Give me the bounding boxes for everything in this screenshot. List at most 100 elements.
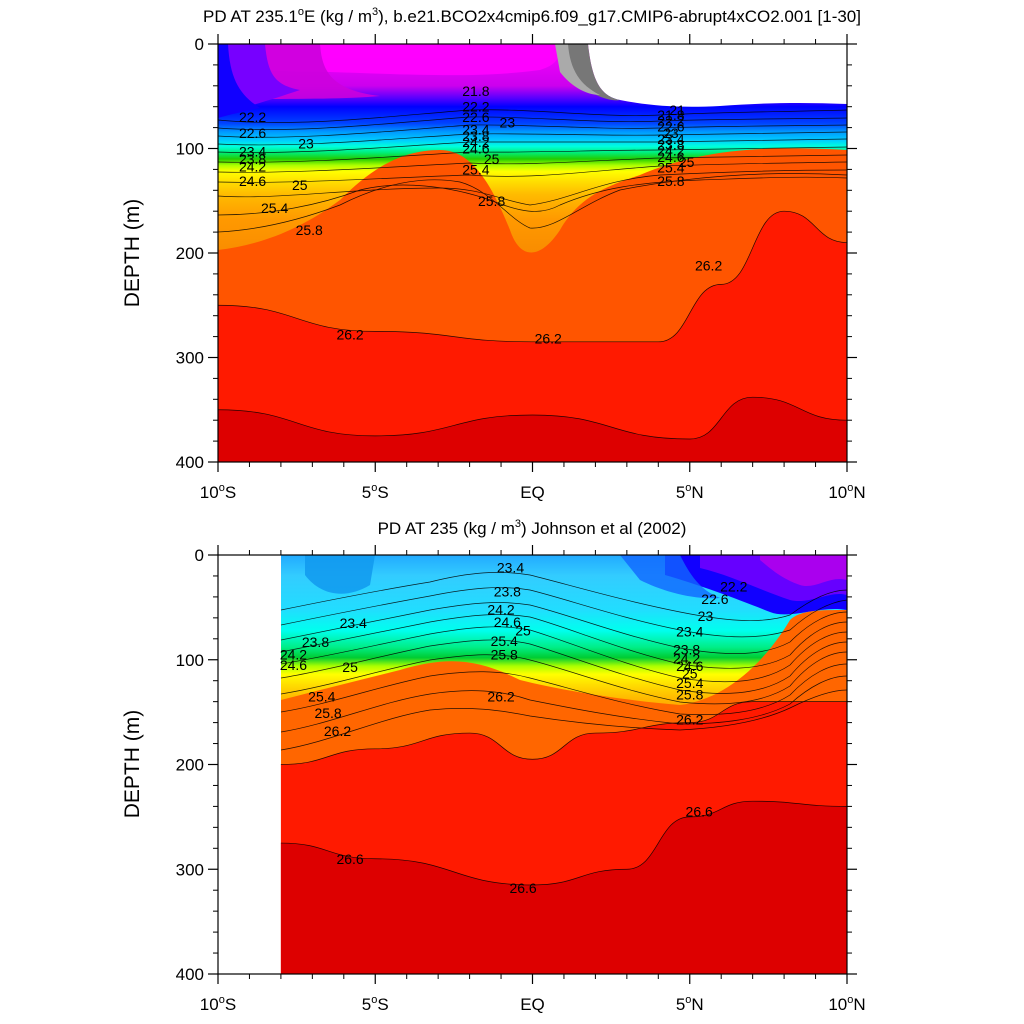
bottom-contour-lines — [280, 572, 847, 886]
top-contour-line — [218, 146, 847, 163]
contour-label: 26.2 — [487, 688, 514, 704]
bottom-contour-line — [280, 800, 847, 886]
contour-label: 23.8 — [673, 641, 700, 657]
contour-label: 23.4 — [657, 131, 684, 147]
bottom-contour-line — [280, 602, 847, 655]
top-gray-band — [560, 44, 620, 101]
top-contour-line — [218, 116, 847, 130]
contour-label: 24.2 — [673, 651, 700, 667]
top-light-gray-band — [555, 44, 600, 95]
contour-label: 26.2 — [324, 723, 351, 739]
y-tick-label: 100 — [176, 140, 204, 159]
bottom-contour-line — [280, 689, 847, 751]
contour-label: 25 — [484, 151, 500, 167]
top-chart-title: PD AT 235.1oE (kg / m3), b.e21.BCO2x4cmi… — [203, 6, 861, 26]
bottom-band-26-6 — [280, 801, 847, 974]
contour-label: 25 — [679, 154, 695, 170]
bottom-contour-line — [280, 639, 847, 694]
contour-label: 23.4 — [340, 615, 367, 631]
top-axis-ticks: 10oS 5oS EQ 5oN 10oN 0 100 200 300 400 — [176, 34, 866, 502]
contour-label: 23.8 — [462, 128, 489, 144]
x-tick-label: EQ — [520, 483, 545, 502]
contour-label: 23.4 — [239, 144, 266, 160]
contour-label: 25 — [292, 177, 308, 193]
contour-label: 25 — [682, 665, 698, 681]
contour-label: 26.2 — [676, 711, 703, 727]
contour-label: 23.4 — [497, 560, 524, 576]
contour-label: 24.6 — [280, 657, 307, 673]
top-contour-line — [218, 210, 847, 343]
y-tick-label: 200 — [176, 756, 204, 775]
contour-label: 25.8 — [491, 647, 518, 663]
contour-label: 25.4 — [676, 675, 703, 691]
top-band-26-6 — [218, 397, 847, 462]
contour-label: 25.4 — [261, 200, 288, 216]
contour-label: 25.8 — [478, 193, 505, 209]
bottom-y-axis-label: DEPTH (m) — [121, 710, 144, 819]
x-tick-label: EQ — [520, 995, 545, 1014]
y-tick-label: 200 — [176, 244, 204, 263]
top-contour-line — [218, 169, 847, 206]
contour-label: 22.6 — [657, 119, 684, 135]
top-contour-line — [218, 396, 847, 440]
contour-label: 24.2 — [280, 647, 307, 663]
y-tick-label: 100 — [176, 651, 204, 670]
contour-label: 25.4 — [657, 159, 684, 175]
contour-label: 25.4 — [491, 633, 518, 649]
contour-label: 26.6 — [336, 851, 363, 867]
contour-label: 23 — [663, 125, 679, 141]
contour-label: 22.2 — [657, 112, 684, 128]
bottom-contour-label-layer: 23.423.824.224.62525.425.826.223.423.824… — [280, 560, 748, 897]
x-tick-label: 10oS — [200, 482, 236, 502]
contour-label: 24.2 — [239, 158, 266, 174]
top-panel: PD AT 235.1oE (kg / m3), b.e21.BCO2x4cmi… — [121, 6, 866, 502]
bottom-contour-line — [280, 663, 847, 715]
contour-label: 25.8 — [314, 705, 341, 721]
top-contour-line — [218, 138, 847, 153]
contour-label: 22.6 — [462, 109, 489, 125]
contour-label: 21.8 — [462, 83, 489, 99]
top-contour-line — [218, 176, 847, 216]
contour-label: 26.2 — [336, 327, 363, 343]
contour-label: 21 — [669, 102, 685, 118]
bottom-contour-line — [280, 626, 847, 683]
bottom-contour-line — [280, 587, 847, 638]
y-tick-label: 0 — [195, 546, 204, 565]
contour-label: 23.4 — [462, 122, 489, 138]
top-contour-lines — [218, 109, 847, 440]
y-tick-label: 400 — [176, 965, 204, 984]
bottom-panel: PD AT 235 (kg / m3) Johnson et al (2002) — [121, 518, 866, 1014]
contour-label: 24.6 — [657, 149, 684, 165]
contour-label: 24.6 — [676, 658, 703, 674]
top-contour-line — [218, 124, 847, 138]
top-contour-line — [218, 109, 847, 123]
top-no-data-region — [588, 44, 847, 107]
contour-label: 24.6 — [462, 141, 489, 157]
bottom-contour-line — [280, 572, 847, 621]
y-tick-label: 300 — [176, 349, 204, 368]
x-tick-label: 10oN — [828, 994, 865, 1014]
contour-label: 24.6 — [494, 614, 521, 630]
bottom-band-23-1 — [305, 555, 375, 594]
contour-label: 25 — [342, 659, 358, 675]
contour-label: 23 — [698, 608, 714, 624]
contour-label: 22.6 — [239, 125, 266, 141]
bottom-band-21-8 — [760, 555, 847, 587]
contour-label: 22.2 — [720, 578, 747, 594]
bottom-contour-line — [280, 675, 847, 733]
contour-label: 25.8 — [676, 686, 703, 702]
top-contour-line — [218, 161, 847, 183]
top-contour-line — [218, 173, 847, 233]
contour-label: 23.8 — [239, 151, 266, 167]
contour-label: 26.2 — [695, 258, 722, 274]
contour-label: 25 — [515, 622, 531, 638]
contour-label: 21.8 — [657, 107, 684, 123]
x-tick-label: 5oN — [676, 994, 704, 1014]
contour-label: 26.6 — [509, 880, 536, 896]
contour-label: 22.6 — [701, 591, 728, 607]
bottom-chart-title: PD AT 235 (kg / m3) Johnson et al (2002) — [378, 518, 687, 538]
top-contour-line — [218, 154, 847, 173]
x-tick-label: 5oS — [362, 482, 389, 502]
top-band-21 — [218, 44, 260, 118]
